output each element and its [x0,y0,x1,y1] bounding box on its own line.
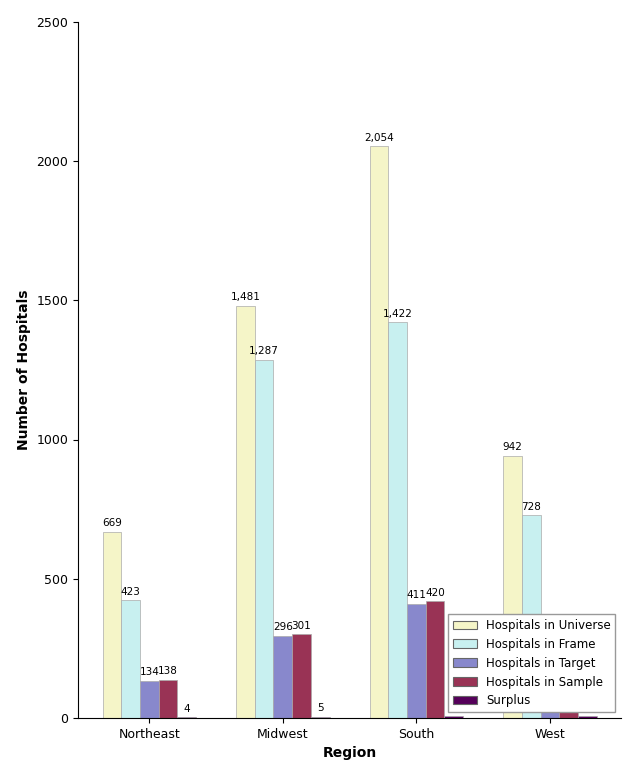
Text: 5: 5 [317,703,323,713]
Bar [578,716,597,718]
Legend: Hospitals in Universe, Hospitals in Frame, Hospitals in Target, Hospitals in Sam: Hospitals in Universe, Hospitals in Fram… [448,614,616,713]
Bar [140,681,159,718]
Text: 942: 942 [503,442,523,452]
Bar [159,680,177,718]
Bar [292,634,311,718]
Text: 1,422: 1,422 [383,308,413,319]
Text: 2,054: 2,054 [364,133,394,142]
Bar [255,360,274,718]
Bar [389,322,407,718]
Text: 423: 423 [121,587,140,597]
Y-axis label: Number of Hospitals: Number of Hospitals [17,290,31,450]
Bar [426,601,445,718]
Text: 296: 296 [273,622,293,632]
Text: 1,287: 1,287 [249,347,279,356]
Text: 9: 9 [450,702,457,713]
Bar [274,636,292,718]
Text: 669: 669 [102,518,122,528]
Bar [522,515,540,718]
Text: 188: 188 [540,653,560,662]
Text: 134: 134 [139,667,160,678]
Bar [540,666,560,718]
Bar [103,531,121,718]
Text: 7: 7 [584,702,591,713]
Text: 4: 4 [183,704,190,713]
Text: 138: 138 [158,666,178,676]
Bar [407,604,426,718]
Text: 301: 301 [292,621,311,631]
Text: 420: 420 [425,587,445,598]
Bar [503,455,522,718]
Text: 1,481: 1,481 [230,292,260,302]
X-axis label: Region: Region [322,747,376,761]
Bar [445,716,463,718]
Bar [560,664,578,718]
Bar [236,305,255,718]
Bar [177,717,196,718]
Bar [369,146,389,718]
Bar [311,716,330,718]
Text: 195: 195 [559,650,579,660]
Text: 728: 728 [521,502,541,512]
Text: 411: 411 [406,591,426,600]
Bar [121,600,140,718]
